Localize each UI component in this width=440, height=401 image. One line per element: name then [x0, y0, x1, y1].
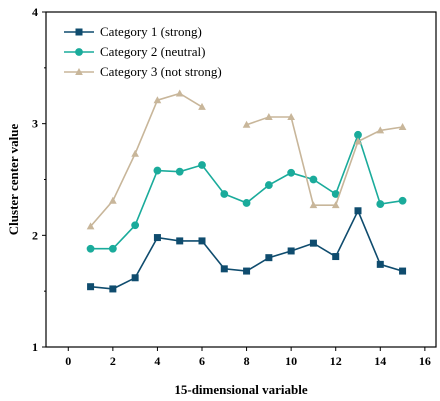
- series-1-point-3: [131, 274, 139, 282]
- y-tick-label-3: 4: [32, 5, 38, 19]
- series-1-point-4: [153, 234, 161, 242]
- series-3-point-14: [376, 126, 385, 134]
- plot-frame: [45, 11, 437, 348]
- series-2-point-15: [398, 196, 407, 205]
- series-3: [86, 89, 407, 230]
- x-tick-label-0: 0: [65, 354, 71, 368]
- x-tick-label-1: 2: [110, 354, 116, 368]
- legend-marker-1: [75, 28, 83, 36]
- series-1: [87, 207, 407, 293]
- series-3-point-5: [175, 89, 184, 97]
- x-tick-label-3: 6: [199, 354, 205, 368]
- series-2-point-13: [354, 130, 362, 139]
- series-2-point-5: [175, 167, 184, 176]
- series-1-point-5: [176, 237, 184, 245]
- x-tick-label-4: 8: [244, 354, 250, 368]
- series-1-point-15: [399, 267, 407, 275]
- series-2-point-8: [242, 199, 251, 207]
- series-1-point-7: [220, 265, 228, 273]
- x-tick-label-6: 12: [330, 354, 342, 368]
- x-tick-label-8: 16: [419, 354, 431, 368]
- series-2-point-10: [287, 168, 296, 177]
- series-2-line: [90, 132, 403, 250]
- series-2-point-1: [86, 244, 95, 253]
- series-1-point-14: [376, 260, 384, 268]
- series-2-point-6: [198, 161, 206, 169]
- series-3-point-13: [354, 137, 362, 145]
- series-2-point-3: [131, 221, 140, 230]
- series-1-point-1: [87, 283, 95, 291]
- series-2: [86, 130, 407, 253]
- y-tick-label-1: 2: [32, 228, 38, 242]
- series-3-point-3: [131, 149, 139, 157]
- series-1-point-11: [309, 239, 317, 247]
- series-2-point-2: [108, 244, 117, 253]
- series-1-point-2: [109, 285, 117, 293]
- series-3-point-2: [109, 196, 117, 204]
- series-1-point-12: [332, 253, 340, 261]
- y-tick-label-0: 1: [32, 340, 38, 354]
- series-1-point-6: [198, 237, 206, 245]
- series-1-point-10: [287, 247, 295, 255]
- series-2-point-7: [220, 190, 229, 198]
- series-3-point-4: [153, 96, 162, 104]
- x-tick-label-2: 4: [154, 354, 160, 368]
- legend: Category 1 (strong) Category 2 (neutral) C…: [64, 24, 222, 79]
- series-3-line: [89, 92, 403, 227]
- series-3-point-6: [198, 102, 206, 110]
- y-axis-title: Cluster center value: [6, 124, 21, 236]
- series-2-point-4: [153, 166, 162, 175]
- series-3-point-8: [242, 120, 251, 128]
- legend-label-2: Category 2 (neutral): [100, 44, 205, 59]
- series-2-point-11: [309, 175, 318, 184]
- series-2-point-14: [376, 200, 385, 208]
- series-3-point-9: [265, 112, 273, 120]
- series-3-point-12: [331, 201, 340, 209]
- series-3-point-11: [309, 201, 318, 209]
- series-3-point-10: [287, 112, 295, 120]
- x-tick-label-5: 10: [285, 354, 297, 368]
- series-2-point-9: [264, 181, 273, 189]
- series-3-point-1: [86, 222, 95, 230]
- series-1-point-8: [243, 267, 251, 275]
- series-2-point-12: [331, 190, 340, 198]
- legend-label-1: Category 1 (strong): [100, 24, 202, 39]
- legend-label-3: Category 3 (not strong): [100, 64, 222, 79]
- x-axis-title: 15-dimensional variable: [174, 382, 307, 397]
- series-1-point-9: [265, 254, 273, 262]
- legend-marker-2: [75, 48, 83, 56]
- y-tick-label-2: 3: [32, 117, 38, 131]
- x-tick-label-7: 14: [374, 354, 386, 368]
- series-3-point-15: [398, 123, 407, 131]
- series-layer: [86, 89, 407, 293]
- legend-marker-3: [75, 68, 83, 75]
- series-1-point-13: [354, 207, 362, 215]
